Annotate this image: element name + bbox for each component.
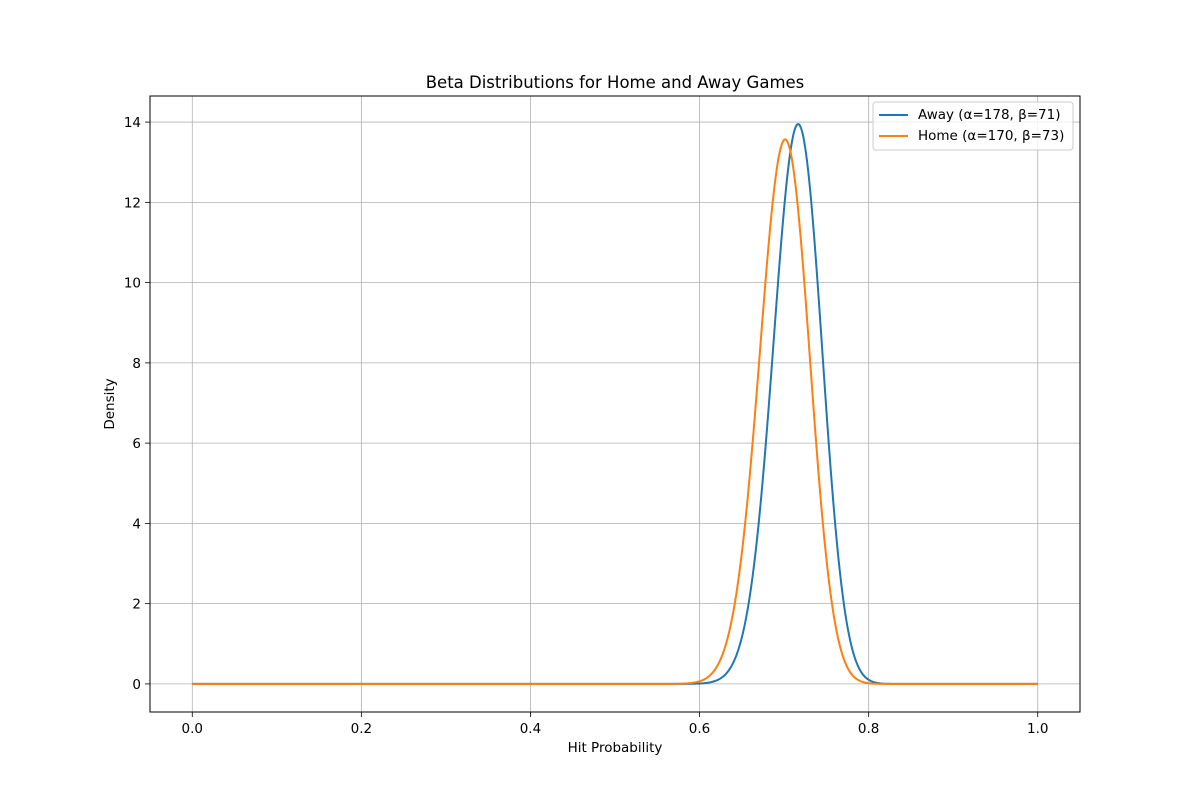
legend-label-home: Home (α=170, β=73) <box>918 128 1064 144</box>
plot-frame <box>149 95 1081 713</box>
y-tick-label: 0 <box>132 677 141 693</box>
legend-box <box>872 101 1074 151</box>
chart-title: Beta Distributions for Home and Away Gam… <box>426 73 805 92</box>
y-axis-label: Density <box>102 378 118 429</box>
x-axis-label: Hit Probability <box>568 740 663 756</box>
x-tick-label: 0.0 <box>182 721 203 737</box>
legend: Away (α=178, β=71) Home (α=170, β=73) <box>872 101 1074 151</box>
y-tick-label: 12 <box>124 195 141 211</box>
y-tick-label: 10 <box>124 276 141 292</box>
y-tick-label: 4 <box>132 516 141 532</box>
y-tick-label: 14 <box>124 115 141 131</box>
x-tick-label: 0.4 <box>520 721 541 737</box>
y-tick-label: 2 <box>132 597 141 613</box>
x-tick-label: 0.6 <box>689 721 710 737</box>
x-axis-ticks: 0.0 0.2 0.4 0.6 0.8 1.0 <box>182 712 1048 737</box>
y-axis-ticks: 0 2 4 6 8 10 12 14 <box>124 115 150 693</box>
y-tick-label: 8 <box>132 356 141 372</box>
series-line-home <box>192 138 1038 685</box>
x-tick-label: 0.2 <box>351 721 372 737</box>
plot-lines <box>192 123 1038 685</box>
y-tick-label: 6 <box>132 436 141 452</box>
grid <box>150 96 1080 712</box>
x-tick-label: 0.8 <box>858 721 879 737</box>
x-tick-label: 1.0 <box>1027 721 1048 737</box>
legend-label-away: Away (α=178, β=71) <box>918 107 1060 123</box>
